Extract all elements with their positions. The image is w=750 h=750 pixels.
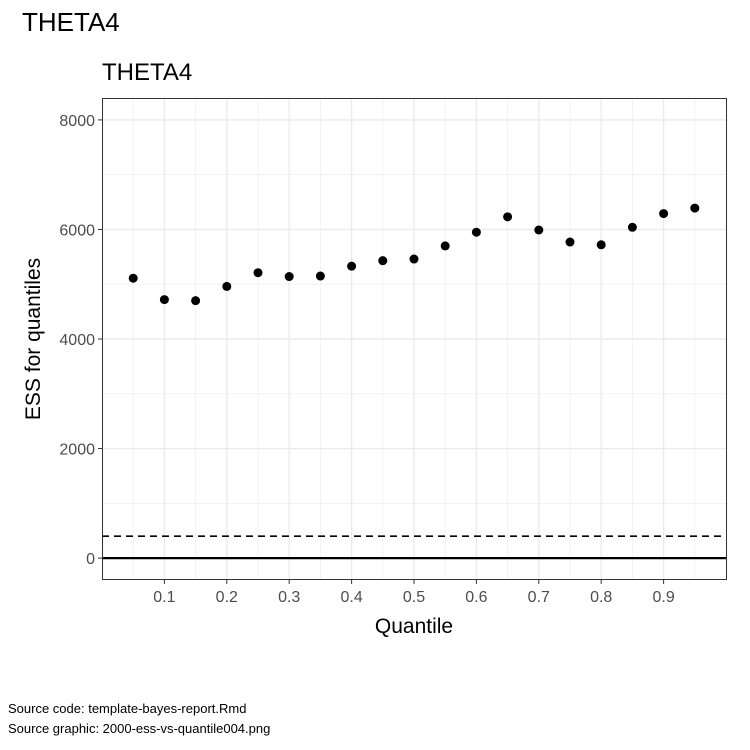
data-point bbox=[409, 254, 419, 264]
source-code-note: Source code: template-bayes-report.Rmd bbox=[8, 701, 247, 716]
data-point bbox=[471, 227, 481, 237]
data-point bbox=[347, 261, 357, 271]
page-title: THETA4 bbox=[22, 7, 120, 37]
y-tick-label: 8000 bbox=[59, 113, 95, 130]
chart-title: THETA4 bbox=[102, 59, 192, 86]
y-tick-label: 2000 bbox=[59, 442, 95, 459]
y-axis: 0 2000 4000 6000 8000 bbox=[59, 113, 102, 568]
data-points bbox=[128, 203, 700, 306]
x-tick-label: 0.3 bbox=[278, 589, 300, 606]
x-tick-label: 0.5 bbox=[403, 589, 425, 606]
x-tick-label: 0.7 bbox=[528, 589, 550, 606]
data-point bbox=[503, 212, 513, 222]
source-graphic-note: Source graphic: 2000-ess-vs-quantile004.… bbox=[8, 721, 271, 736]
x-tick-label: 0.2 bbox=[216, 589, 238, 606]
y-tick-label: 0 bbox=[86, 551, 95, 568]
reference-lines bbox=[102, 535, 726, 560]
x-tick-label: 0.6 bbox=[465, 589, 487, 606]
data-point bbox=[690, 203, 700, 213]
y-tick-label: 4000 bbox=[59, 332, 95, 349]
data-point bbox=[253, 268, 263, 278]
x-axis: 0.1 0.2 0.3 0.4 0.5 0.6 0.7 0.8 0.9 bbox=[153, 580, 675, 606]
data-point bbox=[128, 273, 138, 283]
data-point bbox=[191, 296, 201, 306]
data-point bbox=[596, 240, 606, 250]
data-point bbox=[222, 281, 232, 291]
x-tick-label: 0.1 bbox=[153, 589, 175, 606]
y-tick-label: 6000 bbox=[59, 222, 95, 239]
x-tick-label: 0.8 bbox=[590, 589, 612, 606]
data-point bbox=[627, 222, 637, 232]
x-tick-label: 0.4 bbox=[340, 589, 362, 606]
data-point bbox=[565, 237, 575, 247]
data-point bbox=[378, 256, 388, 266]
ess-quantile-chart: THETA4 0 2000 4000 6000 8000 0.1 0.2 0.3 0.4 0.5… bbox=[22, 59, 727, 638]
data-point bbox=[284, 272, 294, 282]
data-point bbox=[659, 209, 669, 219]
data-point bbox=[534, 225, 544, 235]
x-axis-label: Quantile bbox=[375, 615, 453, 638]
y-axis-label: ESS for quantiles bbox=[22, 258, 45, 420]
plot-panel-border bbox=[102, 98, 727, 580]
data-point bbox=[315, 271, 325, 281]
data-point bbox=[440, 241, 450, 251]
data-point bbox=[159, 295, 169, 305]
x-tick-label: 0.9 bbox=[652, 589, 674, 606]
